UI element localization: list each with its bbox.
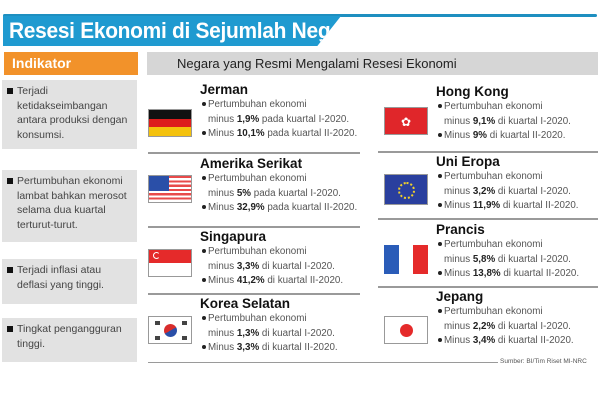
bullet-icon [202, 278, 206, 283]
indicator-text: Terjadi inflasi atau deflasi yang tinggi… [17, 264, 104, 291]
european-union-flag-icon [384, 174, 428, 205]
bullet-icon [438, 203, 442, 208]
bullet-icon [438, 242, 442, 247]
square-bullet-icon [7, 88, 13, 94]
title-banner: Resesi Ekonomi di Sejumlah Negara [3, 16, 341, 46]
bullet-icon [202, 345, 206, 350]
bullet-icon [438, 309, 442, 314]
country-name: Jerman [200, 82, 249, 97]
bottom-divider [148, 362, 498, 363]
country-card-france: Prancis Pertumbuhan ekonomi minus 5,8% d… [384, 222, 599, 290]
divider [148, 152, 360, 154]
bullet-icon [202, 249, 206, 254]
divider [148, 293, 360, 295]
square-bullet-icon [7, 267, 13, 273]
bullet-icon [438, 174, 442, 179]
country-card-usa: Amerika Serikat Pertumbuhan ekonomi minu… [148, 156, 363, 224]
country-card-japan: Jepang Pertumbuhan ekonomi minus 2,2% di… [384, 289, 599, 357]
divider [148, 226, 360, 228]
germany-flag-icon [148, 109, 192, 137]
country-stats: Pertumbuhan ekonomi minus 5% pada kuarta… [202, 172, 357, 216]
country-name: Amerika Serikat [200, 156, 303, 171]
indicator-text: Pertumbuhan ekonomi lambat bahkan meroso… [17, 175, 127, 231]
page-title: Resesi Ekonomi di Sejumlah Negara [9, 18, 361, 43]
square-bullet-icon [7, 178, 13, 184]
hong-kong-flag-icon: ✿ [384, 107, 428, 135]
title-rule [3, 14, 597, 17]
bullet-icon [202, 205, 206, 210]
square-bullet-icon [7, 326, 13, 332]
country-card-germany: Jerman Pertumbuhan ekonomi minus 1,9% pa… [148, 82, 363, 150]
country-stats: Pertumbuhan ekonomi minus 3,2% di kuarta… [438, 170, 579, 214]
singapore-flag-icon [148, 249, 192, 277]
bullet-icon [438, 133, 442, 138]
indicator-text: Tingkat pengangguran tinggi. [17, 323, 122, 350]
country-stats: Pertumbuhan ekonomi minus 3,3% di kuarta… [202, 245, 343, 289]
divider [378, 151, 598, 153]
country-stats: Pertumbuhan ekonomi minus 2,2% di kuarta… [438, 305, 574, 349]
bullet-icon [438, 338, 442, 343]
country-stats: Pertumbuhan ekonomi minus 1,3% di kuarta… [202, 312, 338, 356]
countries-header-label: Negara yang Resmi Mengalami Resesi Ekono… [177, 56, 457, 71]
title-bar: Resesi Ekonomi di Sejumlah Negara [3, 14, 600, 46]
indicator-item: Tingkat pengangguran tinggi. [2, 318, 137, 362]
indicator-header-label: Indikator [12, 55, 72, 71]
indicator-text: Terjadi ketidakseimbangan antara produks… [17, 85, 128, 141]
country-name: Uni Eropa [436, 154, 500, 169]
country-card-european-union: Uni Eropa Pertumbuhan ekonomi minus 3,2%… [384, 154, 599, 222]
divider [378, 286, 598, 288]
country-card-hong-kong: Hong Kong ✿ Pertumbuhan ekonomi minus 9,… [384, 84, 599, 152]
bullet-icon [438, 271, 442, 276]
country-name: Prancis [436, 222, 485, 237]
usa-flag-icon [148, 175, 192, 203]
country-stats: Pertumbuhan ekonomi minus 5,8% di kuarta… [438, 238, 579, 282]
country-stats: Pertumbuhan ekonomi minus 1,9% pada kuar… [202, 98, 357, 142]
divider [378, 218, 598, 220]
country-name: Hong Kong [436, 84, 509, 99]
bullet-icon [202, 102, 206, 107]
country-stats: Pertumbuhan ekonomi minus 9,1% di kuarta… [438, 100, 571, 144]
country-name: Korea Selatan [200, 296, 291, 311]
country-card-singapore: Singapura Pertumbuhan ekonomi minus 3,3%… [148, 229, 363, 297]
source-credit: Sumber: BI/Tim Riset MI-NRC [500, 358, 587, 365]
country-name: Singapura [200, 229, 267, 244]
country-card-south-korea: Korea Selatan Pertumbuhan ekonomi minus … [148, 296, 363, 364]
country-name: Jepang [436, 289, 484, 304]
indicator-item: Terjadi ketidakseimbangan antara produks… [2, 80, 137, 149]
south-korea-flag-icon [148, 316, 192, 344]
bullet-icon [202, 176, 206, 181]
bullet-icon [202, 131, 206, 136]
indicator-item: Pertumbuhan ekonomi lambat bahkan meroso… [2, 170, 137, 242]
japan-flag-icon [384, 316, 428, 344]
bullet-icon [202, 316, 206, 321]
indicator-item: Terjadi inflasi atau deflasi yang tinggi… [2, 259, 137, 304]
countries-header: Negara yang Resmi Mengalami Resesi Ekono… [147, 52, 598, 75]
france-flag-icon [384, 245, 428, 274]
indicator-header: Indikator [4, 52, 138, 75]
bullet-icon [438, 104, 442, 109]
